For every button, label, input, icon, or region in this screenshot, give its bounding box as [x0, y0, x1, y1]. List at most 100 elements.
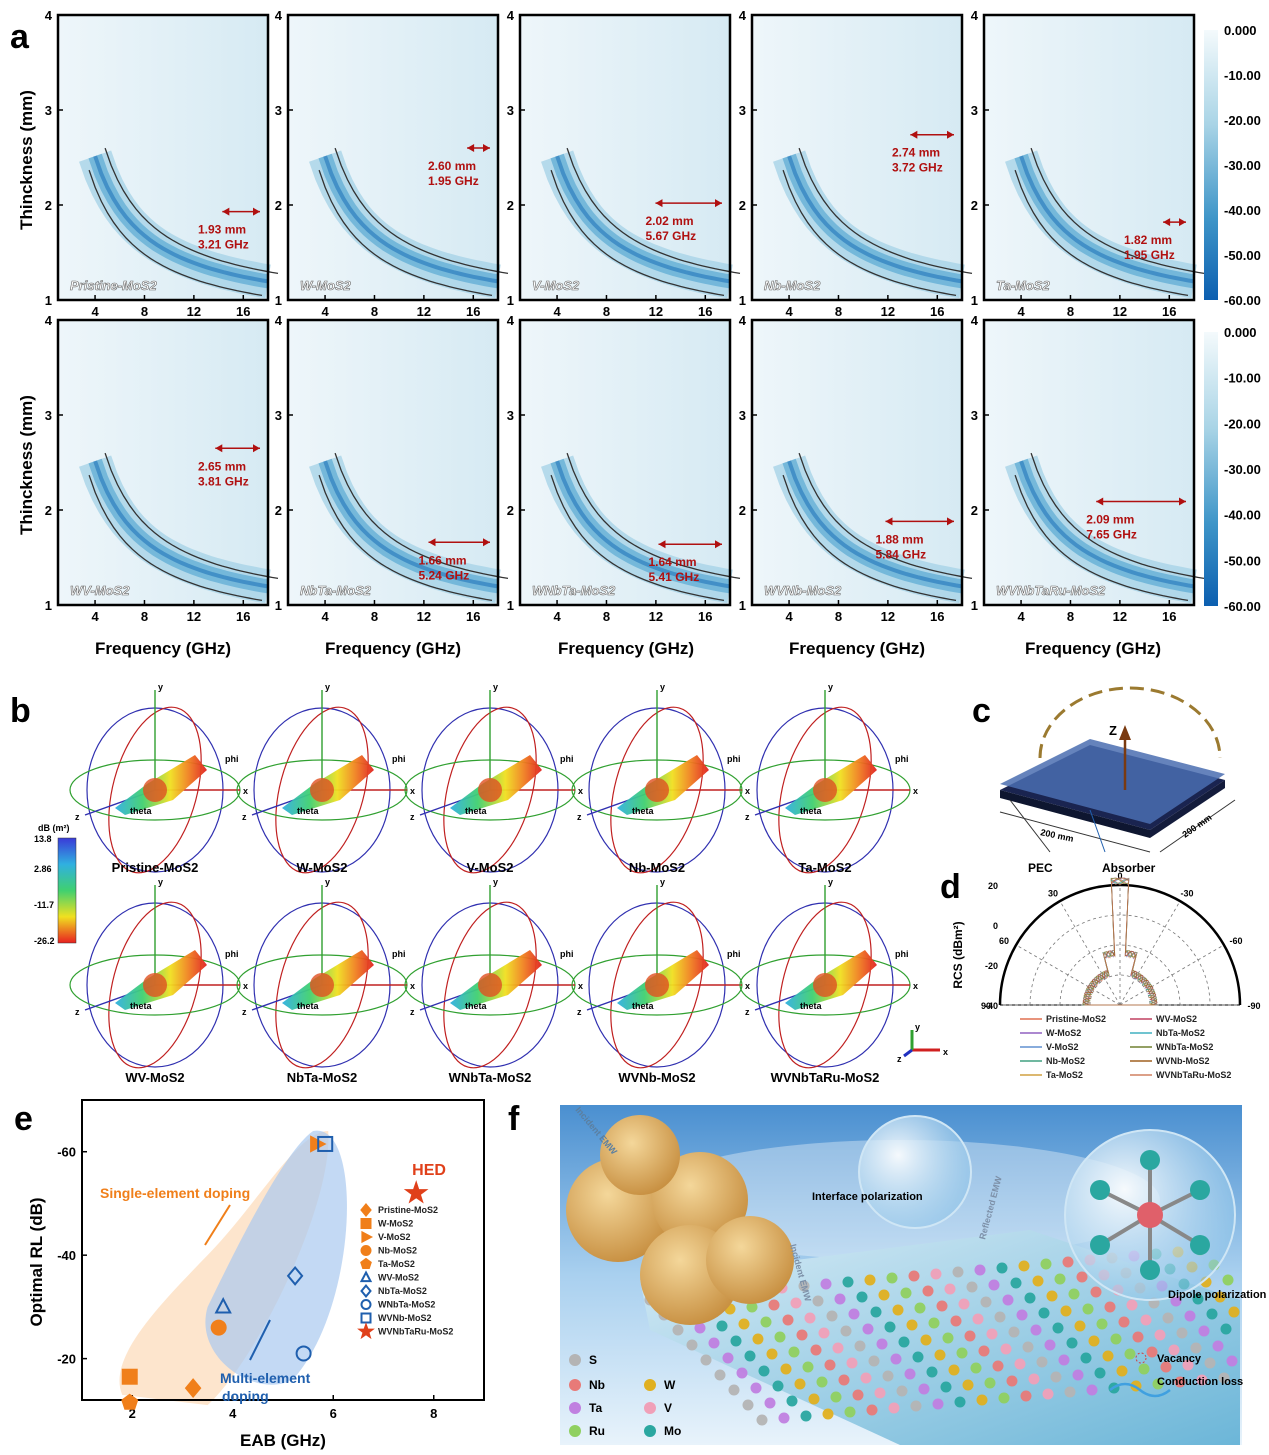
globe-theta-label: theta: [465, 806, 487, 816]
xtick: 4: [1017, 609, 1025, 624]
ytick: 4: [275, 313, 283, 328]
globe-caption-7: WNbTa-MoS2: [449, 1070, 532, 1085]
ylabel-row1: Thinckness (mm): [17, 90, 36, 230]
polar-angle-0: 0: [1117, 871, 1122, 881]
annot-mm-2: 2.02 mm: [645, 214, 693, 228]
colorbar-a-row2: 0.000 -10.00 -20.00 -30.00 -40.00 -50.00 -60.0…: [1204, 325, 1261, 614]
xtick: 4: [91, 609, 99, 624]
legend-marker-6: [360, 1284, 372, 1298]
ytick: 4: [739, 8, 747, 23]
globe-caption-1: W-MoS2: [296, 860, 347, 875]
colorbar-a-row1: 0.000 -10.00 -20.00 -30.00 -40.00 -50.00 -60.0…: [1204, 23, 1261, 308]
e-xtick: 4: [229, 1406, 237, 1421]
globe-theta-label: theta: [632, 1001, 654, 1011]
xtick: 16: [1162, 609, 1176, 624]
sample-label-4: Ta-MoS2: [996, 278, 1050, 293]
globe-theta-label: theta: [632, 806, 654, 816]
globe-WV-MoS2: y x z phi theta WV-MoS2: [69, 877, 248, 1085]
ytick: 4: [971, 313, 979, 328]
element-Nb-label: Nb: [589, 1378, 605, 1392]
globe-z-label: z: [577, 1007, 582, 1017]
panel-f-illustration: Incident EMW Incident EMW Reflected EMW …: [560, 1105, 1267, 1445]
globe-WVNbTaRu-MoS2: y x z phi theta WVNbTaRu-MoS2: [739, 877, 918, 1085]
ytick: 2: [507, 198, 514, 213]
ytick: 1: [45, 293, 52, 308]
polar-angle-90: 90: [981, 1001, 991, 1011]
ytick: 3: [45, 408, 52, 423]
globe-theta-label: theta: [297, 1001, 319, 1011]
point-Nb-MoS2: [210, 1319, 227, 1336]
triad-x: x: [943, 1047, 948, 1057]
annot-ghz-2: 5.67 GHz: [645, 229, 696, 243]
ytick: 2: [507, 503, 514, 518]
globe-z-label: z: [577, 812, 582, 822]
colorbar-tick: -20.00: [1224, 113, 1261, 128]
element-Mo-label: Mo: [664, 1424, 681, 1438]
globe-x-label: x: [410, 981, 415, 991]
globe-phi-label: phi: [225, 754, 239, 764]
colorbar-tick: 0.000: [1224, 23, 1257, 38]
legend-6: NbTa-MoS2: [378, 1286, 427, 1296]
globe-phi-label: phi: [895, 754, 909, 764]
ytick: 2: [45, 503, 52, 518]
point-Pristine-MoS2: [184, 1378, 202, 1399]
xlabel-2: Frequency (GHz): [325, 639, 461, 658]
vacancy-label: Vacancy: [1157, 1353, 1202, 1365]
annot-mm-9: 2.09 mm: [1086, 512, 1134, 526]
ytick: 4: [507, 8, 515, 23]
point-Ta-MoS2: [121, 1393, 139, 1410]
panel-e-scatter: 2 4 6 8 -60 -40 -20 Single-element doping Multi-…: [57, 1099, 485, 1421]
globe-y-label: y: [325, 682, 330, 692]
polar-legend-8: WVNb-MoS2: [1156, 1056, 1210, 1066]
element-Mo-icon: [644, 1425, 656, 1437]
polar-legend-5: WV-MoS2: [1156, 1014, 1197, 1024]
ytick: 3: [507, 103, 514, 118]
dipole-label: Dipole polarization: [1168, 1289, 1267, 1301]
globe-phi-label: phi: [225, 949, 239, 959]
ytick: 2: [45, 198, 52, 213]
annot-mm-5: 2.65 mm: [198, 459, 246, 473]
interface-label: Interface polarization: [812, 1191, 923, 1203]
ytick: 4: [507, 313, 515, 328]
globe-z-label: z: [410, 1007, 415, 1017]
panel-label-e: e: [14, 1100, 33, 1138]
e-ytick: -20: [57, 1352, 76, 1367]
xtick: 8: [603, 609, 610, 624]
globe-V-MoS2: y x z phi theta V-MoS2: [404, 682, 583, 875]
globe-z-label: z: [242, 1007, 247, 1017]
polar-rtick: -40: [985, 1001, 998, 1011]
point-WNbTa-MoS2: [295, 1345, 312, 1362]
annot-ghz-4: 1.95 GHz: [1124, 248, 1175, 262]
globe-y-label: y: [158, 877, 163, 887]
globe-z-label: z: [242, 812, 247, 822]
xtick: 4: [553, 609, 561, 624]
xtick: 12: [1113, 304, 1127, 319]
ytick: 4: [275, 8, 283, 23]
ytick: 2: [739, 198, 746, 213]
sample-label-2: V-MoS2: [532, 278, 580, 293]
globe-y-label: y: [493, 682, 498, 692]
xtick: 4: [321, 304, 329, 319]
xlabel-5: Frequency (GHz): [1025, 639, 1161, 658]
annot-ghz-6: 5.24 GHz: [419, 568, 470, 582]
panel-c-dim2: 200 mm: [1180, 812, 1213, 839]
colorbar-tick: -30.00: [1224, 462, 1261, 477]
sample-label-5: WV-MoS2: [70, 583, 130, 598]
ytick: 1: [971, 598, 978, 613]
xlabel-3: Frequency (GHz): [558, 639, 694, 658]
globe-caption-9: WVNbTaRu-MoS2: [771, 1070, 880, 1085]
annot-mm-4: 1.82 mm: [1124, 233, 1172, 247]
globe-phi-label: phi: [560, 754, 574, 764]
e-xtick: 2: [129, 1406, 136, 1421]
globe-x-label: x: [913, 981, 918, 991]
element-V-icon: [644, 1402, 656, 1414]
legend-marker-1: [360, 1218, 372, 1229]
xtick: 12: [187, 304, 201, 319]
colorbar-b-tick-1: 2.86: [34, 864, 52, 874]
annot-ghz-5: 3.81 GHz: [198, 474, 249, 488]
element-V-label: V: [664, 1401, 672, 1415]
sample-label-6: NbTa-MoS2: [300, 583, 372, 598]
